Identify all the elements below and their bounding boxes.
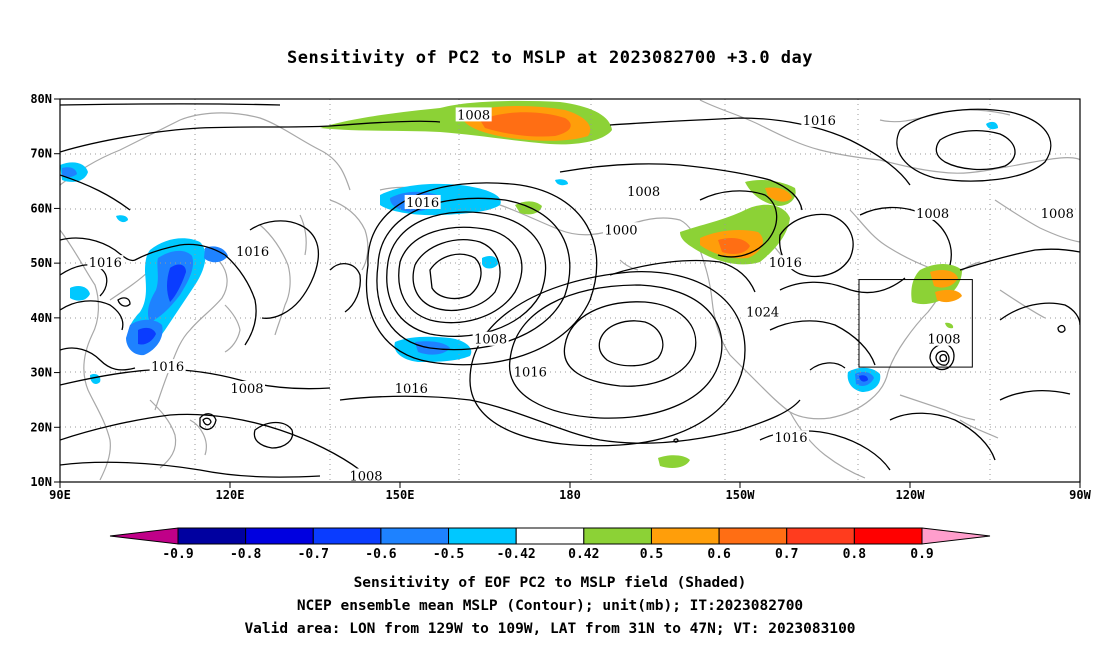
contour-label: 1016	[151, 360, 184, 375]
contour-label-bg	[1039, 205, 1076, 220]
colorbar: -0.9 -0.8 -0.7 -0.6 -0.5 -0.42 0.42 0.5 0.6 0.7 0.…	[109, 527, 991, 562]
colorbar-label: -0.5	[433, 547, 464, 562]
contour-label-bg	[393, 380, 430, 395]
contour-label: 1000	[604, 223, 637, 238]
contour-label-bg	[229, 380, 265, 395]
latitude-axis: 80N 70N 60N 50N 40N 30N 20N 10N	[30, 92, 60, 489]
colorbar-label: 0.7	[775, 547, 798, 562]
contour-label: 1008	[1080, 355, 1100, 370]
colorbar-swatch	[515, 527, 585, 545]
contour-label-bg	[348, 468, 384, 482]
contour-label: 1016	[236, 245, 269, 260]
lon-tick-label: 180	[559, 488, 581, 502]
lon-tick-label: 150W	[726, 488, 756, 502]
colorbar-label: 0.5	[640, 547, 663, 562]
contour-label-bg	[1079, 353, 1080, 368]
contour-label: 1008	[474, 333, 507, 348]
contour-label: 1016	[89, 256, 122, 271]
contour-label-bg	[625, 184, 662, 199]
lat-tick-label: 50N	[30, 256, 52, 270]
coastlines	[60, 99, 1080, 481]
colorbar-label: -0.7	[298, 547, 329, 562]
lat-tick-label: 20N	[30, 420, 52, 434]
colorbar-max-arrow	[921, 527, 991, 545]
contour-label: 1008	[927, 333, 960, 348]
footer-line-3: Valid area: LON from 129W to 109W, LAT f…	[244, 621, 856, 637]
colorbar-swatch	[380, 527, 450, 545]
contour-label-bg	[773, 430, 809, 445]
colorbar-label: -0.9	[162, 547, 193, 562]
contour-label-bg	[914, 205, 951, 220]
contour-label-bg	[87, 255, 124, 270]
colorbar-swatch	[245, 527, 314, 545]
contour-label-bg	[404, 194, 441, 209]
valid-area-box	[858, 279, 973, 368]
contour-label: 1024	[746, 305, 779, 320]
contour-label: 1016	[514, 366, 547, 381]
lat-tick-label: 80N	[30, 92, 52, 106]
colorbar-label: 0.8	[843, 547, 867, 562]
colorbar-label: -0.42	[497, 547, 536, 562]
contour-label-bg	[926, 331, 962, 346]
contour-label: 1016	[395, 382, 428, 397]
contour-labels: 1008101610001008101610001008100810161016…	[87, 107, 1100, 485]
shaded-sensitivity	[60, 100, 998, 468]
colorbar-swatch	[853, 527, 923, 545]
colorbar-swatch	[177, 527, 247, 545]
contour-label: 1008	[457, 108, 490, 123]
lat-tick-label: 40N	[30, 311, 52, 325]
lon-tick-label: 120E	[216, 488, 245, 502]
colorbar-label: -0.6	[365, 547, 396, 562]
contour-label-bg	[149, 359, 186, 374]
colorbar-swatch	[786, 527, 855, 545]
contour-label: 1016	[774, 431, 807, 446]
contour-label: 1008	[627, 185, 660, 200]
longitude-axis: 90E120E150E180150W120W90W60W	[49, 482, 1092, 502]
colorbar-swatch	[312, 527, 382, 545]
colorbar-label: 0.42	[568, 547, 599, 562]
contour-label-bg	[472, 331, 509, 346]
lat-tick-label: 30N	[30, 366, 52, 380]
lon-tick-label: 150E	[386, 488, 415, 502]
contour-label: 1008	[349, 470, 382, 485]
footer-line-1: Sensitivity of EOF PC2 to MSLP field (Sh…	[353, 575, 747, 591]
colorbar-label: 0.6	[707, 547, 731, 562]
lon-tick-label: 90W	[1069, 488, 1091, 502]
contour-label: 1016	[803, 114, 836, 129]
lat-tick-label: 60N	[30, 201, 52, 215]
contour-label: 1008	[916, 207, 949, 222]
map-title: Sensitivity of PC2 to MSLP at 2023082700…	[286, 48, 813, 68]
colorbar-label: -0.8	[230, 547, 261, 562]
contour-label-bg	[603, 222, 639, 237]
contour-label-bg	[512, 364, 549, 379]
lon-tick-label: 90E	[49, 488, 71, 502]
contour-label: 1016	[406, 196, 439, 211]
contour-label-bg	[801, 112, 838, 127]
contour-label-bg	[744, 304, 781, 319]
contour-label: 1016	[1092, 289, 1100, 304]
colorbar-swatch	[583, 527, 652, 545]
footer-line-2: NCEP ensemble mean MSLP (Contour); unit(…	[296, 598, 804, 614]
mslp-contours	[60, 103, 1080, 478]
contour-label-bg	[455, 107, 492, 122]
contour-label: 1016	[769, 256, 802, 271]
lon-tick-label: 120W	[896, 488, 926, 502]
lat-tick-label: 70N	[30, 147, 52, 161]
contour-label: 1008	[1041, 207, 1074, 222]
contour-label-bg	[767, 255, 804, 270]
colorbar-swatch	[718, 527, 788, 545]
contour-label-bg	[234, 244, 271, 259]
contour-label: 1008	[230, 382, 263, 397]
colorbar-min-arrow	[109, 527, 179, 545]
colorbar-swatch	[650, 527, 720, 545]
contour-label-bg	[1090, 288, 1100, 302]
colorbar-swatch	[448, 527, 517, 545]
lat-tick-label: 10N	[30, 475, 52, 489]
colorbar-label: 0.9	[910, 547, 933, 562]
